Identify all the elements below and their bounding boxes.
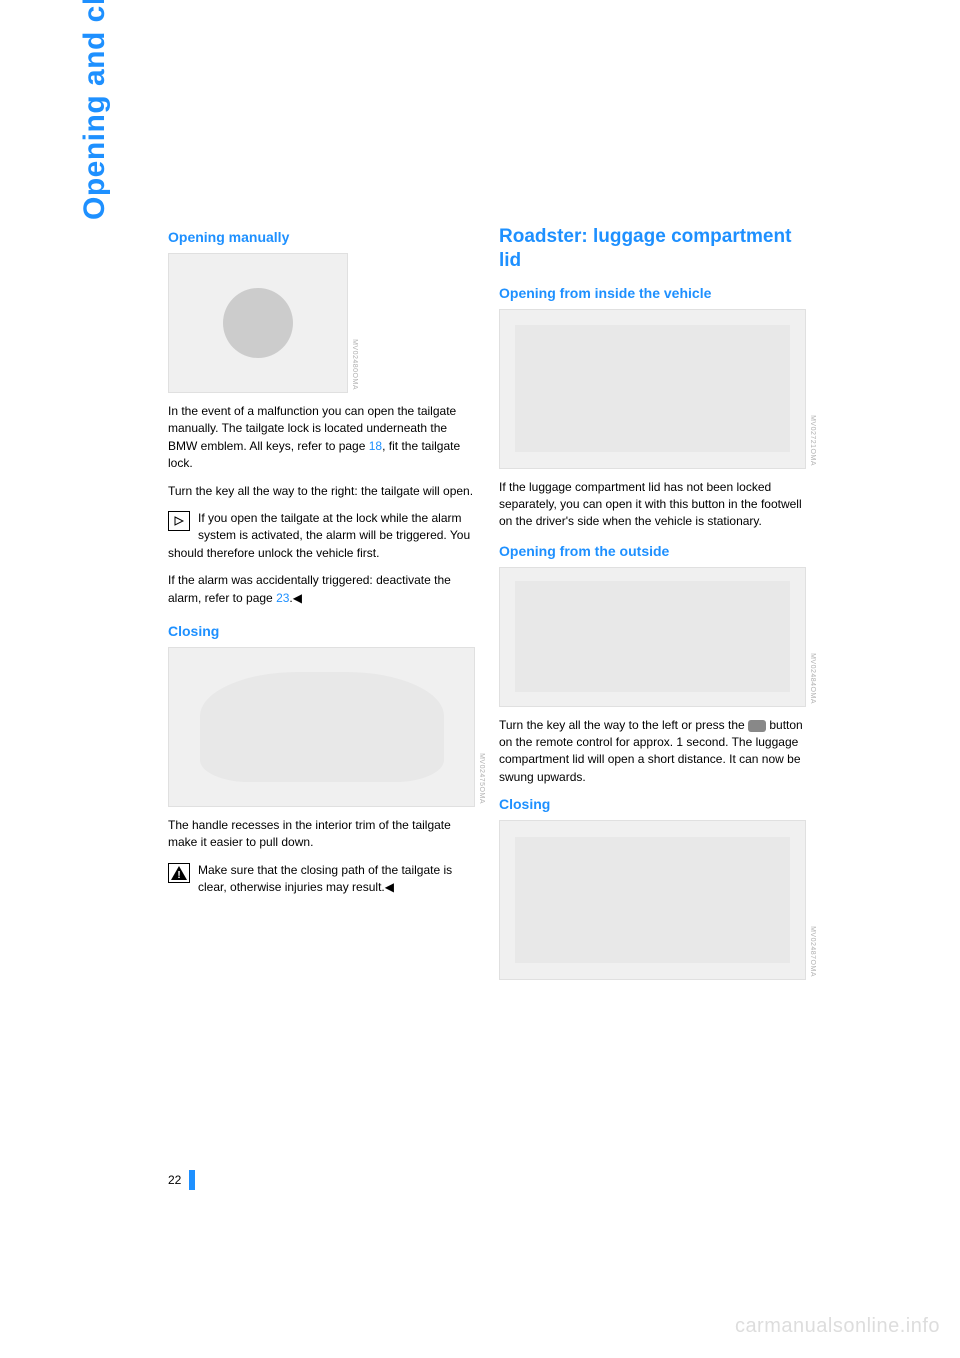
lid-sketch	[515, 837, 790, 963]
page-link-18[interactable]: 18	[369, 439, 382, 453]
paragraph: Turn the key all the way to the right: t…	[168, 483, 475, 500]
right-column: Roadster: luggage compartment lid Openin…	[499, 225, 806, 990]
image-id: MV02480OMA	[351, 339, 358, 390]
info-icon	[168, 511, 190, 531]
figure-footwell-button: MV02721OMA	[499, 309, 806, 469]
side-tab-label: Opening and closing	[78, 0, 112, 220]
left-column: Opening manually MV02480OMA In the event…	[168, 225, 475, 990]
page-marker	[189, 1170, 195, 1190]
interior-sketch	[515, 325, 790, 451]
warning-text: Make sure that the closing path of the t…	[198, 863, 452, 894]
figure-rear-exterior: MV02484OMA	[499, 567, 806, 707]
rear-sketch	[515, 581, 790, 691]
image-id: MV02484OMA	[809, 653, 816, 704]
paragraph: If the alarm was accidentally triggered:…	[168, 572, 475, 607]
page-content: Opening manually MV02480OMA In the event…	[168, 225, 808, 990]
note-block: If you open the tailgate at the lock whi…	[168, 510, 475, 562]
heading-opening-manually: Opening manually	[168, 229, 475, 245]
warning-icon: !	[168, 863, 190, 883]
warning-block: ! Make sure that the closing path of the…	[168, 862, 475, 897]
image-id: MV02475OMA	[478, 753, 485, 804]
text: Turn the key all the way to the left or …	[499, 718, 748, 732]
page-number: 22	[168, 1173, 181, 1187]
paragraph: The handle recesses in the interior trim…	[168, 817, 475, 852]
remote-button-icon	[748, 720, 766, 732]
watermark: carmanualsonline.info	[735, 1315, 940, 1338]
heading-opening-outside: Opening from the outside	[499, 543, 806, 559]
image-id: MV02721OMA	[809, 415, 816, 466]
svg-text:!: !	[177, 870, 180, 880]
image-id: MV02487OMA	[809, 926, 816, 977]
heading-closing: Closing	[168, 623, 475, 639]
page-number-block: 22	[168, 1170, 195, 1190]
tailgate-sketch	[200, 672, 444, 783]
emblem-sketch	[223, 288, 293, 358]
heading-opening-inside: Opening from inside the vehicle	[499, 285, 806, 301]
heading-roadster-luggage: Roadster: luggage compartment lid	[499, 225, 806, 273]
figure-lid-closing: MV02487OMA	[499, 820, 806, 980]
text: If the alarm was accidentally triggered:…	[168, 573, 451, 604]
note-text: If you open the tailgate at the lock whi…	[168, 511, 470, 560]
figure-emblem-lock: MV02480OMA	[168, 253, 348, 393]
text: .◀	[289, 591, 302, 605]
heading-closing-roadster: Closing	[499, 796, 806, 812]
paragraph: If the luggage compartment lid has not b…	[499, 479, 806, 531]
paragraph: In the event of a malfunction you can op…	[168, 403, 475, 473]
paragraph: Turn the key all the way to the left or …	[499, 717, 806, 787]
page-link-23[interactable]: 23	[276, 591, 289, 605]
figure-tailgate-interior: MV02475OMA	[168, 647, 475, 807]
